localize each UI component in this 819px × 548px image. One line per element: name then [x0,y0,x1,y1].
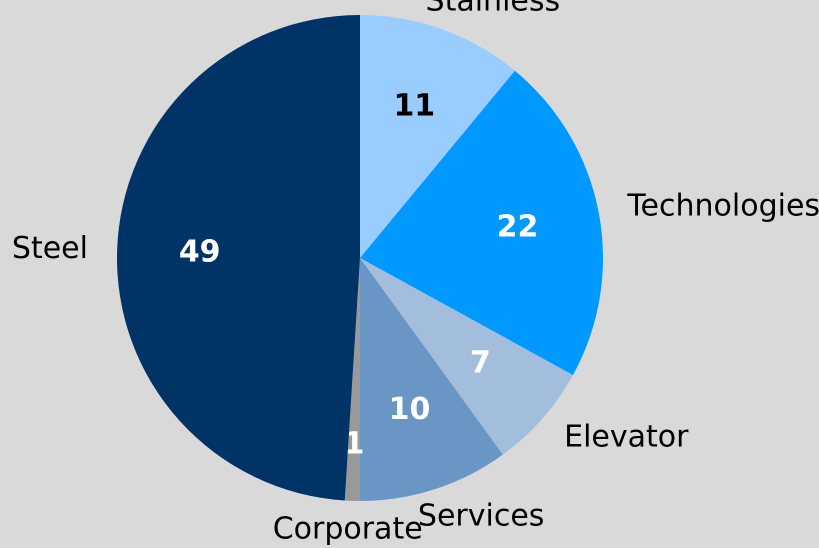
value-label: 22 [497,209,539,244]
category-label: Services [418,498,545,533]
category-label: Stainless [426,0,561,18]
pie-slice [360,258,573,455]
pie-slice [360,70,603,376]
pie-slice [344,258,360,501]
value-label: 10 [389,392,431,427]
pie-slice [360,258,503,501]
value-label: 49 [179,234,221,269]
category-label: Steel [12,231,88,266]
pie-slice [117,15,361,501]
value-label: 11 [393,89,435,124]
category-label: Technologies [626,189,819,224]
category-label: Elevator [564,419,689,454]
pie-slice [360,15,515,258]
category-label: Corporate [273,512,423,547]
value-label: 1 [344,427,365,462]
value-label: 7 [470,346,491,381]
